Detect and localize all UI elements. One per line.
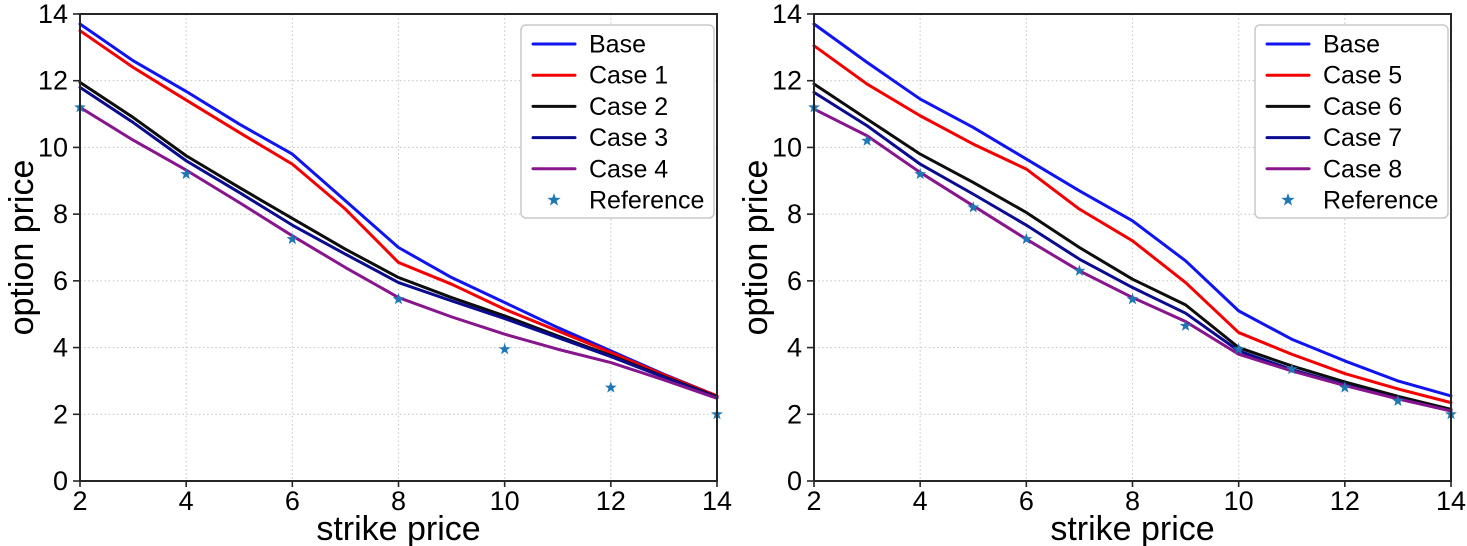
series-line-case-5	[812, 44, 1453, 405]
legend-label: Case 6	[1323, 93, 1402, 121]
y-tick-label: 0	[787, 466, 802, 496]
legend-label: Case 1	[589, 62, 668, 90]
reference-star-marker	[861, 134, 873, 146]
legend-label: Case 5	[1323, 62, 1402, 90]
x-tick-label: 14	[1436, 486, 1466, 516]
y-tick-label: 0	[53, 466, 68, 496]
x-tick-label: 12	[1330, 486, 1360, 516]
reference-star-marker	[604, 381, 617, 393]
x-tick-label: 2	[806, 486, 821, 516]
reference-star-marker	[1179, 319, 1192, 331]
series-line-case-3	[78, 85, 719, 400]
legend-swatch-star	[1281, 193, 1295, 206]
legend-label: Case 3	[589, 124, 668, 152]
y-tick-label: 12	[38, 66, 68, 96]
series-line-base	[812, 22, 1453, 398]
x-tick-label: 8	[391, 486, 406, 516]
y-tick-label: 10	[772, 132, 802, 162]
y-tick-label: 2	[53, 399, 68, 429]
legend-label: Reference	[589, 187, 704, 215]
y-tick-label: 6	[53, 266, 68, 296]
y-tick-label: 4	[53, 333, 68, 363]
x-tick-label: 10	[1224, 486, 1254, 516]
legend-label: Case 7	[1323, 124, 1402, 152]
x-tick-label: 4	[179, 486, 194, 516]
reference-star-marker	[498, 343, 511, 355]
legend-label: Case 2	[589, 93, 668, 121]
reference-star-marker	[1285, 363, 1298, 375]
y-tick-label: 8	[787, 199, 802, 229]
x-tick-label: 8	[1125, 486, 1140, 516]
y-tick-label: 2	[787, 399, 802, 429]
series-line-base	[78, 22, 719, 398]
x-tick-label: 6	[1019, 486, 1034, 516]
x-tick-label: 14	[702, 486, 732, 516]
reference-star-marker	[1232, 343, 1245, 355]
reference-star-marker	[1126, 293, 1139, 305]
tick-marks	[73, 13, 718, 487]
reference-star-marker	[180, 167, 193, 180]
reference-star-marker	[1020, 232, 1033, 245]
reference-star-marker	[967, 201, 980, 213]
y-tick-label: 10	[38, 132, 68, 162]
x-axis-label: strike price	[316, 510, 480, 546]
reference-star-marker	[1073, 264, 1086, 276]
legend-label: Case 4	[589, 155, 668, 183]
y-axis-label: option price	[3, 160, 41, 336]
y-tick-label: 12	[772, 66, 802, 96]
series-line-case-1	[78, 29, 719, 398]
y-tick-label: 14	[772, 0, 802, 29]
chart-panel-left: 2 4 6 8 10 12 14 0 2 4 6 8 10 12 14 strike price option …	[0, 0, 733, 546]
chart-panel-right: 2 4 6 8 10 12 14 0 2 4 6 8 10 12 14 strike price option …	[734, 0, 1467, 546]
y-tick-label: 8	[53, 199, 68, 229]
x-tick-label: 6	[285, 486, 300, 516]
legend-swatch-star	[547, 193, 561, 206]
reference-star-marker	[392, 293, 405, 305]
x-axis-label: strike price	[1050, 510, 1214, 546]
x-tick-label: 10	[490, 486, 520, 516]
reference-star-marker	[1392, 394, 1404, 406]
y-tick-label: 14	[38, 0, 68, 29]
y-axis-label: option price	[737, 160, 775, 336]
legend: Base Case 1 Case 2 Case 3 Case 4 Reference	[520, 24, 715, 219]
reference-star-marker	[1338, 381, 1351, 393]
y-tick-label: 6	[787, 266, 802, 296]
y-tick-label: 4	[787, 333, 802, 363]
legend-label: Base	[1323, 31, 1380, 59]
tick-marks	[807, 13, 1452, 487]
legend: Base Case 5 Case 6 Case 7 Case 8 Reference	[1254, 24, 1449, 219]
x-tick-label: 4	[913, 486, 928, 516]
legend-label: Base	[589, 31, 646, 59]
x-tick-label: 2	[72, 486, 87, 516]
legend-label: Case 8	[1323, 155, 1402, 183]
legend-label: Reference	[1323, 187, 1438, 215]
reference-star-marker	[286, 232, 299, 245]
reference-star-marker	[914, 167, 927, 180]
x-tick-label: 12	[596, 486, 626, 516]
